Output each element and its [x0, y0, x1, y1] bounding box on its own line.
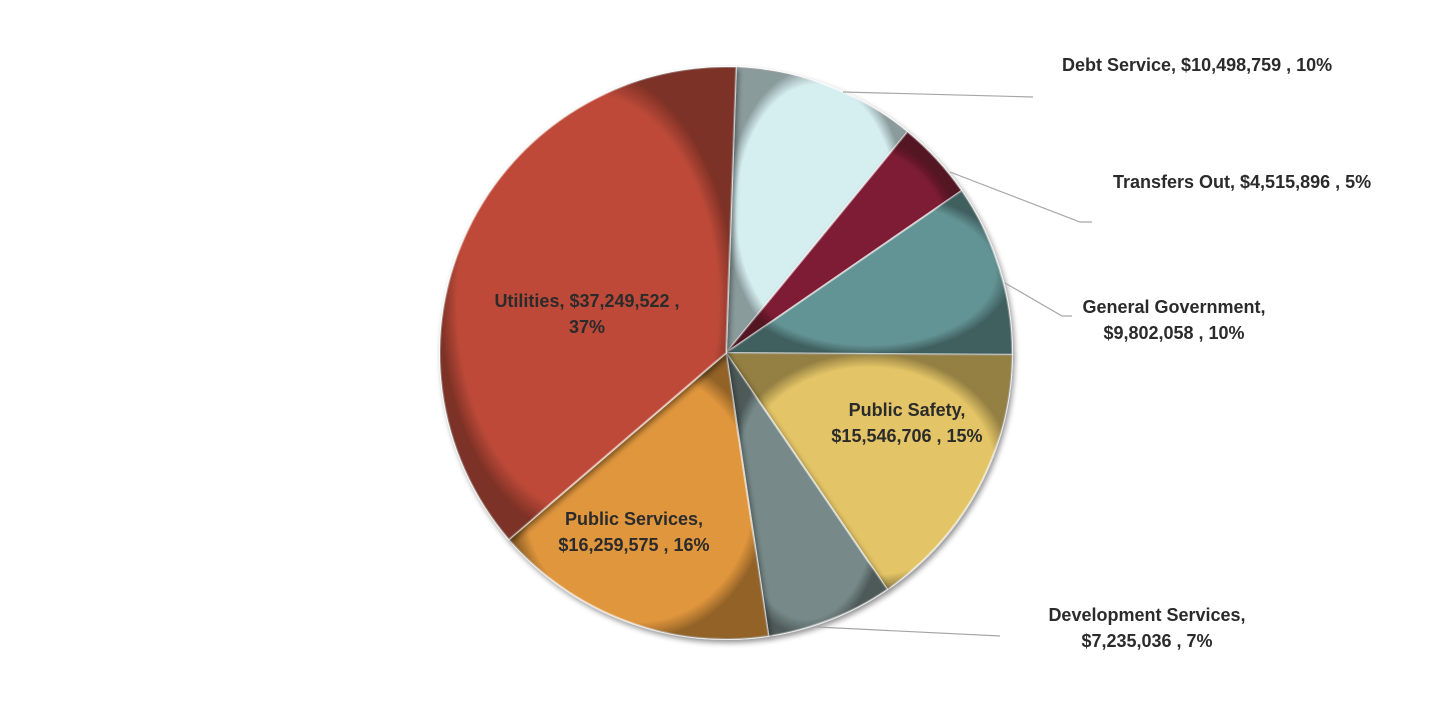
data-label-line: Public Safety, [849, 400, 966, 420]
data-label-transfers-out: Transfers Out, $4,515,896 , 5% [1113, 172, 1371, 192]
data-label-public-safety: Public Safety, $15,546,706 , 15% [831, 400, 982, 446]
data-label-utilities: Utilities, $37,249,522 , 37% [494, 291, 679, 337]
pie-slice-bevel [508, 353, 769, 639]
pie-slice-bevel [726, 190, 1012, 355]
data-label-line: General Government, [1082, 297, 1265, 317]
data-label-general-government: General Government, $9,802,058 , 10% [1082, 297, 1265, 343]
pie-slice-public-services [507, 352, 770, 640]
pie-slice-public-safety [725, 352, 1013, 591]
data-label-development-services: Development Services, $7,235,036 , 7% [1048, 605, 1245, 651]
data-label-line: $9,802,058 , 10% [1103, 323, 1244, 343]
leader-line [842, 91, 1034, 98]
pie-slice-bevel [726, 353, 1012, 590]
data-label-line: Public Services, [565, 509, 703, 529]
data-label-line: Debt Service, $10,498,759 , 10% [1062, 55, 1332, 75]
pie-slice-bevel [726, 131, 962, 353]
pie-slice-utilities [439, 66, 737, 541]
data-label-line: $15,546,706 , 15% [831, 426, 982, 446]
data-label-line: $7,235,036 , 7% [1081, 631, 1212, 651]
pie-slice-bevel [726, 67, 908, 354]
data-label-line: Utilities, $37,249,522 , [494, 291, 679, 311]
data-label-line: Transfers Out, $4,515,896 , 5% [1113, 172, 1371, 192]
leader-line [949, 171, 1092, 223]
data-label-line: Development Services, [1048, 605, 1245, 625]
pie-slice-debt-service [725, 66, 909, 354]
data-label-line: $16,259,575 , 16% [558, 535, 709, 555]
pie-slice-bevel [439, 66, 736, 540]
data-label-line: 37% [569, 317, 605, 337]
data-label-public-services: Public Services, $16,259,575 , 16% [558, 509, 709, 555]
pie-slice-bevel [726, 353, 888, 636]
data-label-debt-service: Debt Service, $10,498,759 , 10% [1062, 55, 1332, 75]
pie-slice-general-government [725, 189, 1013, 356]
leader-line [816, 626, 1001, 637]
pie-slice-development-services [725, 352, 889, 637]
leader-line [1004, 282, 1072, 317]
